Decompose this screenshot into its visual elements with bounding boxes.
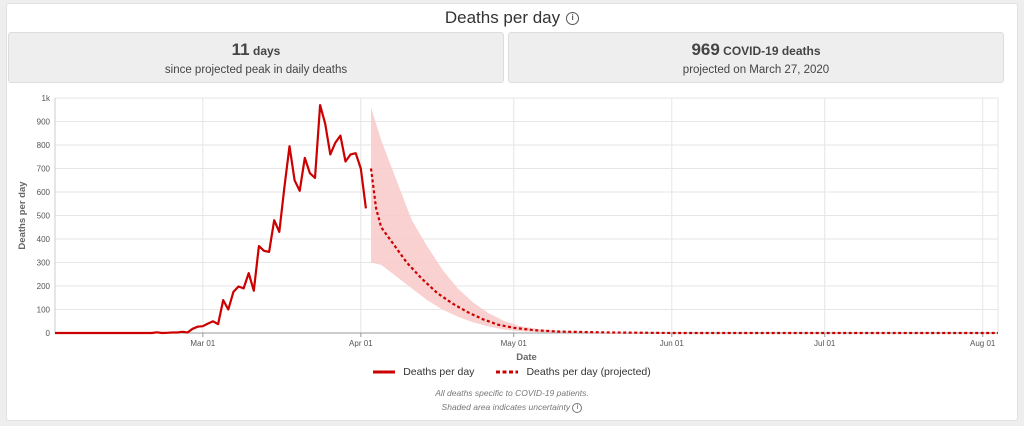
info-icon[interactable]: i xyxy=(566,11,580,25)
footnote-uncertainty: Shaded area indicates uncertainty i xyxy=(0,402,1024,413)
y-tick-label: 100 xyxy=(37,306,51,315)
legend-item-actual[interactable]: Deaths per day xyxy=(373,366,474,378)
y-tick-label: 200 xyxy=(37,282,51,291)
title-row: Deaths per day i xyxy=(0,6,1024,30)
series-line-projected xyxy=(369,168,998,335)
y-axis-label: Deaths per day xyxy=(17,181,28,250)
x-axis-label: Date xyxy=(516,352,537,363)
x-tick-label: Mar 01 xyxy=(190,339,215,348)
y-tick-label: 300 xyxy=(37,259,51,268)
y-tick-label: 500 xyxy=(37,212,51,221)
footnote-deaths: All deaths specific to COVID-19 patients… xyxy=(435,388,589,398)
x-tick-label: May 01 xyxy=(501,339,528,348)
stat-value: 11 xyxy=(231,40,250,59)
stat-caption: projected on March 27, 2020 xyxy=(682,64,830,76)
y-tick-label: 700 xyxy=(37,165,51,174)
stat-unit: COVID-19 deaths xyxy=(723,44,821,58)
legend: Deaths per day Deaths per day (projected… xyxy=(0,366,1024,378)
y-tick-label: 1k xyxy=(42,94,51,103)
legend-label: Deaths per day (projected) xyxy=(526,366,651,378)
stat-value: 969 xyxy=(691,40,720,59)
stat-unit: days xyxy=(252,44,281,58)
y-tick-label: 900 xyxy=(37,118,51,127)
x-tick-label: Jun 01 xyxy=(660,339,685,348)
chart-title: Deaths per day xyxy=(444,8,561,27)
x-tick-label: Apr 01 xyxy=(349,339,373,348)
y-tick-label: 800 xyxy=(37,141,51,150)
stat-box-peak-deaths: 969 COVID-19 deaths projected on March 2… xyxy=(508,32,1004,83)
legend-label: Deaths per day xyxy=(403,366,475,378)
stat-box-peak-days: 11 days since projected peak in daily de… xyxy=(8,32,504,83)
uncertainty-band xyxy=(371,107,672,334)
y-tick-label: 600 xyxy=(37,188,51,197)
y-tick-label: 400 xyxy=(37,235,51,244)
legend-item-projected[interactable]: Deaths per day (projected) xyxy=(496,366,651,378)
info-icon[interactable]: i xyxy=(572,402,583,413)
legend-swatch-solid xyxy=(373,370,396,374)
legend-swatch-dashed xyxy=(496,370,519,374)
x-tick-label: Jul 01 xyxy=(814,339,836,348)
x-tick-label: Aug 01 xyxy=(970,339,996,348)
footnote-uncertainty-text: Shaded area indicates uncertainty xyxy=(441,402,571,412)
series-line-actual xyxy=(55,103,367,335)
y-tick-label: 0 xyxy=(46,329,51,338)
stat-caption: since projected peak in daily deaths xyxy=(164,64,348,76)
